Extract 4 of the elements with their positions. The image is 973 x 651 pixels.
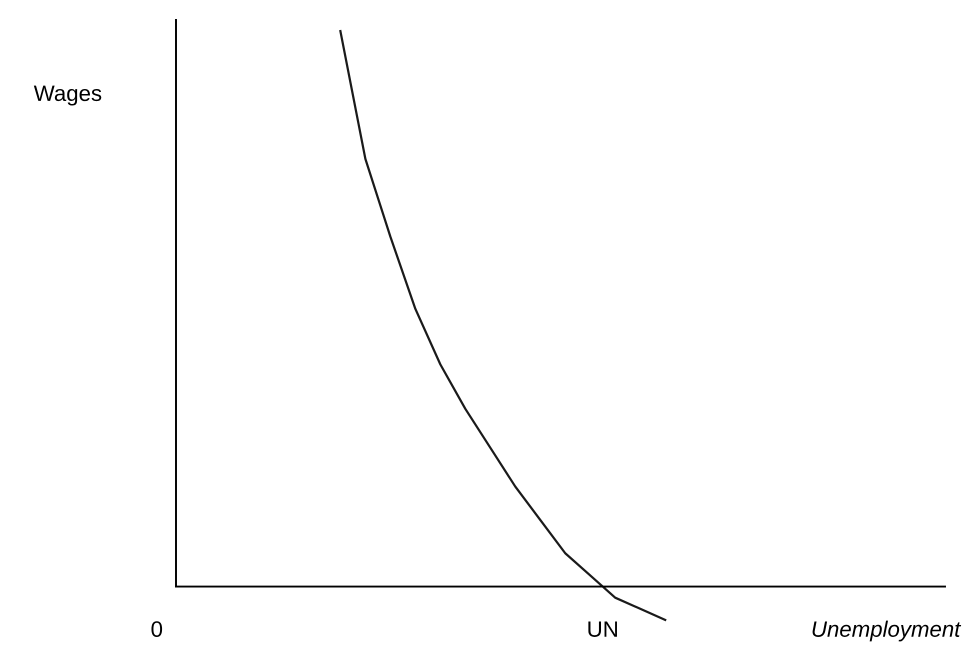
text: UN [588, 621, 617, 637]
text: Wages [34, 86, 102, 106]
text: Unemployment [812, 620, 962, 642]
text: 0 [151, 621, 162, 637]
